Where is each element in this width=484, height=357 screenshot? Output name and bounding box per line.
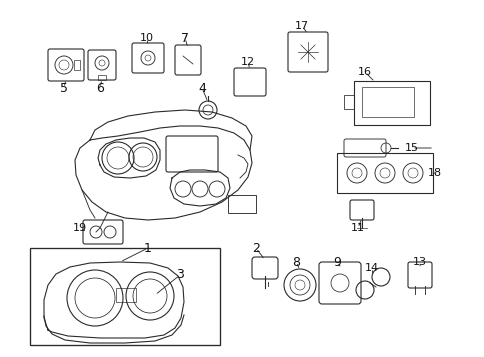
Text: 3: 3 bbox=[176, 268, 183, 282]
Text: 11: 11 bbox=[350, 223, 364, 233]
Text: 4: 4 bbox=[197, 81, 206, 95]
Text: 12: 12 bbox=[241, 57, 255, 67]
Text: 19: 19 bbox=[73, 223, 87, 233]
Bar bbox=[116, 288, 136, 302]
Text: 8: 8 bbox=[291, 256, 300, 268]
Text: 10: 10 bbox=[140, 33, 154, 43]
Text: 18: 18 bbox=[427, 168, 441, 178]
Bar bbox=[336, 153, 432, 193]
Bar bbox=[98, 75, 106, 80]
Text: 14: 14 bbox=[364, 263, 378, 273]
Text: 13: 13 bbox=[412, 257, 426, 267]
Bar bbox=[343, 95, 353, 109]
Bar bbox=[74, 60, 80, 70]
Text: 15: 15 bbox=[404, 143, 418, 153]
Text: 6: 6 bbox=[96, 81, 104, 95]
Bar bbox=[361, 87, 413, 117]
Text: 17: 17 bbox=[294, 21, 308, 31]
Text: 5: 5 bbox=[60, 81, 68, 95]
Text: 16: 16 bbox=[357, 67, 371, 77]
Bar bbox=[353, 81, 429, 125]
Text: 1: 1 bbox=[144, 241, 151, 255]
Text: 2: 2 bbox=[252, 241, 259, 255]
Bar bbox=[227, 195, 256, 213]
Text: 7: 7 bbox=[181, 31, 189, 45]
Bar bbox=[30, 248, 220, 345]
Text: 9: 9 bbox=[333, 256, 340, 268]
